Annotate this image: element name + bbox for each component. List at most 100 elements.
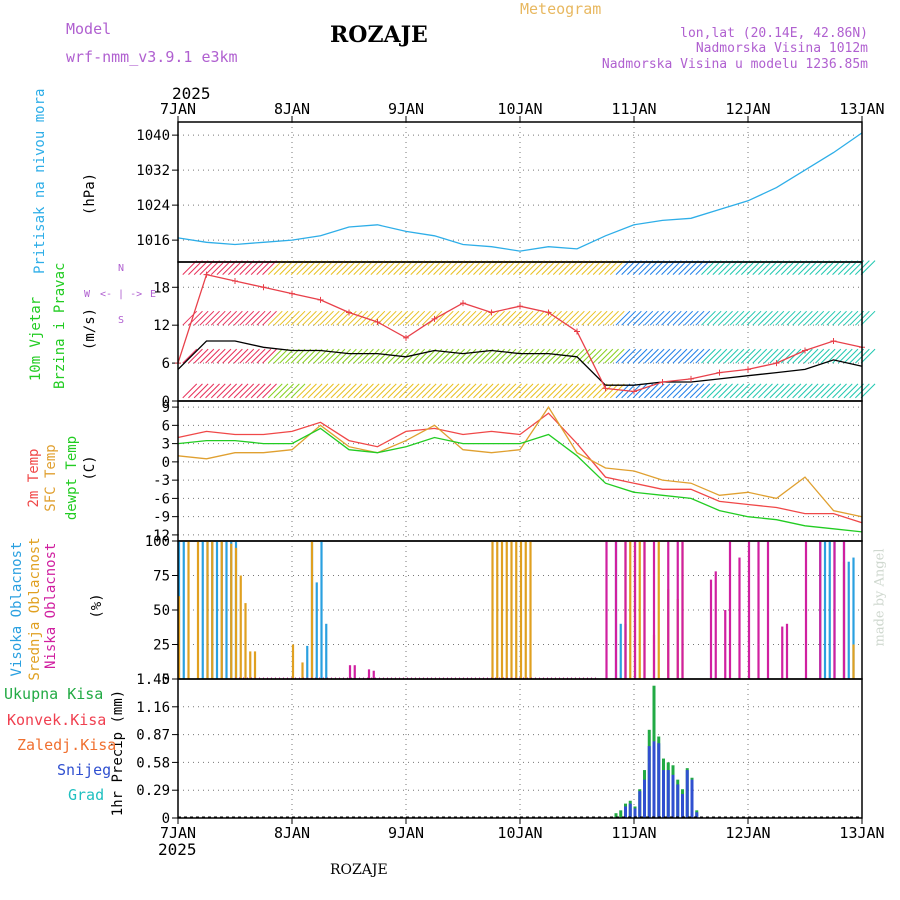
wind-barb — [820, 310, 836, 326]
wind-barb — [535, 383, 551, 399]
wind-barb — [313, 260, 329, 275]
wind-barb — [683, 310, 699, 326]
wind-barb — [205, 310, 220, 326]
wind-barb — [307, 383, 323, 399]
legend-hail: Grad — [68, 786, 105, 804]
wind-barb — [495, 348, 511, 364]
wind-barb — [512, 348, 528, 364]
bar-niska-oblacnost — [676, 541, 679, 679]
wind-barb — [541, 383, 557, 399]
wind-barb — [313, 383, 329, 399]
wind-barb — [695, 348, 711, 364]
wind-barb — [182, 348, 198, 364]
wind-barb — [763, 348, 779, 364]
wind-barb — [370, 310, 386, 326]
gust-marker — [203, 271, 210, 278]
gust-marker — [374, 319, 381, 326]
wind-barb — [547, 348, 562, 364]
bar-visoka-oblacnost — [182, 541, 185, 679]
wind-barb — [330, 383, 346, 399]
compass-south: S — [118, 315, 125, 326]
wind-barb — [256, 260, 272, 275]
y-tick-label: 9 — [162, 400, 170, 416]
wind-barb — [393, 383, 409, 399]
wind-barb — [279, 348, 295, 364]
wind-barb — [290, 348, 306, 364]
wind-barb — [735, 348, 751, 364]
bar-niska-oblacnost — [781, 626, 784, 679]
wind-barb — [689, 310, 705, 326]
wind-barb — [780, 383, 796, 399]
wind-barb — [809, 348, 825, 364]
wind-barb — [786, 383, 802, 399]
wind-barb — [632, 348, 648, 364]
wind-barb — [609, 260, 625, 275]
wind-barb — [655, 383, 671, 399]
wind-barb — [507, 383, 523, 399]
bar-visoka-oblacnost — [201, 541, 204, 679]
bar-niska-oblacnost — [681, 541, 684, 679]
wind-barb — [410, 310, 426, 326]
wind-barb — [752, 383, 768, 399]
wind-barb — [267, 260, 283, 275]
bar-niska-oblacnost — [766, 541, 770, 679]
y-tick-label: -3 — [153, 473, 170, 489]
wind-barb — [182, 383, 198, 399]
wind-barb — [279, 260, 295, 275]
wind-barb — [279, 310, 295, 326]
wind-barb — [598, 348, 614, 364]
wind-barb — [404, 260, 420, 275]
bar-srednja-oblacnost — [496, 541, 499, 679]
wind-barb — [461, 348, 477, 364]
x-tick-label-top: 8JAN — [274, 100, 310, 118]
wind-barb — [683, 383, 699, 399]
wind-barb — [661, 383, 676, 399]
wind-barb — [552, 348, 568, 364]
wind-barb — [689, 260, 705, 275]
bar-niska-oblacnost — [785, 623, 789, 679]
wind-barb — [695, 310, 711, 326]
x-tick-label-bottom: 7JAN — [160, 824, 196, 842]
wind-barb — [410, 260, 426, 275]
wind-barb — [359, 383, 374, 399]
bar-srednja-oblacnost — [234, 547, 238, 679]
bar-srednja-oblacnost — [510, 541, 513, 679]
wind-barb — [735, 310, 751, 326]
y-tick-label: 100 — [145, 534, 170, 550]
legend-conv-rain: Konvek.Kisa — [7, 711, 107, 729]
wind-barb — [347, 383, 363, 399]
wind-barb — [564, 383, 580, 399]
wind-barb — [815, 310, 830, 326]
wind-barb — [495, 383, 511, 399]
wind-barb — [222, 310, 238, 326]
wind-barb — [273, 383, 289, 399]
wind-barb — [792, 383, 808, 399]
elevation: Nadmorska Visina 1012m — [695, 41, 868, 56]
compass-north: N — [118, 263, 125, 274]
y-tick-label: 1.45 — [136, 672, 170, 688]
x-tick-label-bottom: 13JAN — [839, 824, 884, 842]
bar-niska-oblacnost — [614, 541, 618, 679]
gust-marker — [773, 360, 780, 367]
wind-barb — [239, 260, 255, 275]
wind-barb — [535, 260, 551, 275]
bar-niska-oblacnost — [624, 541, 627, 679]
wind-barb — [455, 383, 471, 399]
wind-barb — [604, 310, 619, 326]
wind-barb — [347, 310, 363, 326]
wind-barb — [199, 260, 215, 275]
wind-barb — [455, 310, 471, 326]
wind-barb — [302, 348, 317, 364]
wind-barb — [718, 348, 733, 364]
wind-barb — [837, 348, 853, 364]
wind-barb — [775, 260, 790, 275]
wind-barb — [769, 348, 785, 364]
wind-barb — [820, 383, 836, 399]
wind-barb — [262, 348, 277, 364]
bar-niska-oblacnost — [667, 541, 670, 679]
wind-barb — [569, 310, 585, 326]
wind-barb — [205, 348, 220, 364]
bar-niska-oblacnost — [804, 541, 808, 679]
x-tick-label-top: 10JAN — [497, 100, 542, 118]
bar-niska-oblacnost — [348, 665, 352, 679]
